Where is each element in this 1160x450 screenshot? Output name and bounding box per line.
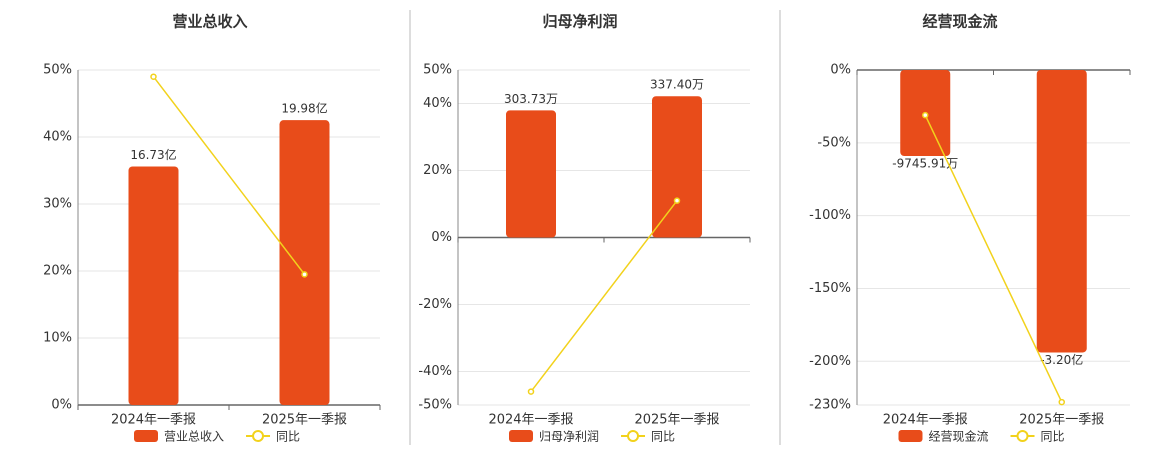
legend-label: 同比	[276, 430, 300, 444]
y-tick-label: 0%	[51, 398, 72, 413]
chart-title: 营业总收入	[172, 13, 247, 31]
y-tick-label: 50%	[43, 63, 72, 78]
legend-swatch	[1016, 430, 1029, 442]
bar	[506, 110, 556, 238]
bar	[128, 166, 179, 405]
legend-label: 同比	[1041, 430, 1065, 444]
point	[1058, 398, 1065, 406]
y-tick-label: -20%	[418, 297, 452, 312]
legend-label: 经营现金流	[929, 429, 989, 444]
bar	[1036, 70, 1087, 353]
y-tick-label: -230%	[809, 398, 851, 413]
y-tick-label: -50%	[418, 398, 452, 413]
y-tick-label: -150%	[809, 281, 851, 296]
legend-label: 营业总收入	[164, 430, 224, 444]
y-tick-label: 10%	[43, 331, 72, 346]
legend-swatch	[134, 430, 158, 442]
y-tick-label: -100%	[809, 208, 851, 223]
legend-swatch	[898, 430, 923, 442]
bar-label: -9745.91万	[892, 157, 958, 171]
line	[152, 76, 306, 275]
bar	[652, 96, 702, 238]
chart-title: 归母净利润	[542, 13, 617, 31]
point	[150, 73, 157, 80]
y-tick-label: 0%	[431, 230, 452, 245]
x-tick-label: 2024年一季报	[111, 413, 196, 428]
bar-label: 337.40万	[650, 78, 704, 92]
x-tick-label: 2025年一季报	[1019, 413, 1104, 428]
point	[922, 111, 929, 119]
y-tick-label: 20%	[43, 264, 72, 279]
legend-swatch	[252, 430, 265, 442]
y-tick-label: -40%	[418, 364, 452, 379]
bar-label: 19.98亿	[281, 101, 327, 116]
y-tick-label: 50%	[423, 63, 452, 78]
legend-swatch	[627, 430, 640, 442]
x-tick-label: 2025年一季报	[634, 413, 719, 428]
bar-label: -3.20亿	[1040, 352, 1083, 367]
y-tick-label: 40%	[43, 130, 72, 145]
chart-title: 经营现金流	[922, 13, 997, 31]
legend-swatch	[509, 430, 533, 442]
y-tick-label: 30%	[43, 197, 72, 212]
point	[301, 271, 308, 278]
x-tick-label: 2025年一季报	[262, 413, 347, 428]
point	[673, 197, 681, 204]
y-tick-label: 40%	[423, 96, 452, 111]
x-tick-label: 2024年一季报	[488, 413, 573, 428]
bar-label: 303.73万	[504, 92, 558, 106]
line	[924, 114, 1063, 403]
y-tick-label: 0%	[830, 63, 851, 78]
x-tick-label: 2024年一季报	[883, 413, 968, 428]
bar	[279, 120, 330, 406]
y-tick-label: -50%	[817, 135, 851, 150]
bar-label: 16.73亿	[130, 147, 176, 162]
line	[530, 200, 678, 393]
legend-label: 同比	[651, 430, 675, 444]
y-tick-label: 20%	[423, 163, 452, 178]
legend-label: 归母净利润	[539, 430, 599, 444]
point	[527, 388, 535, 395]
y-tick-label: -200%	[809, 354, 851, 369]
